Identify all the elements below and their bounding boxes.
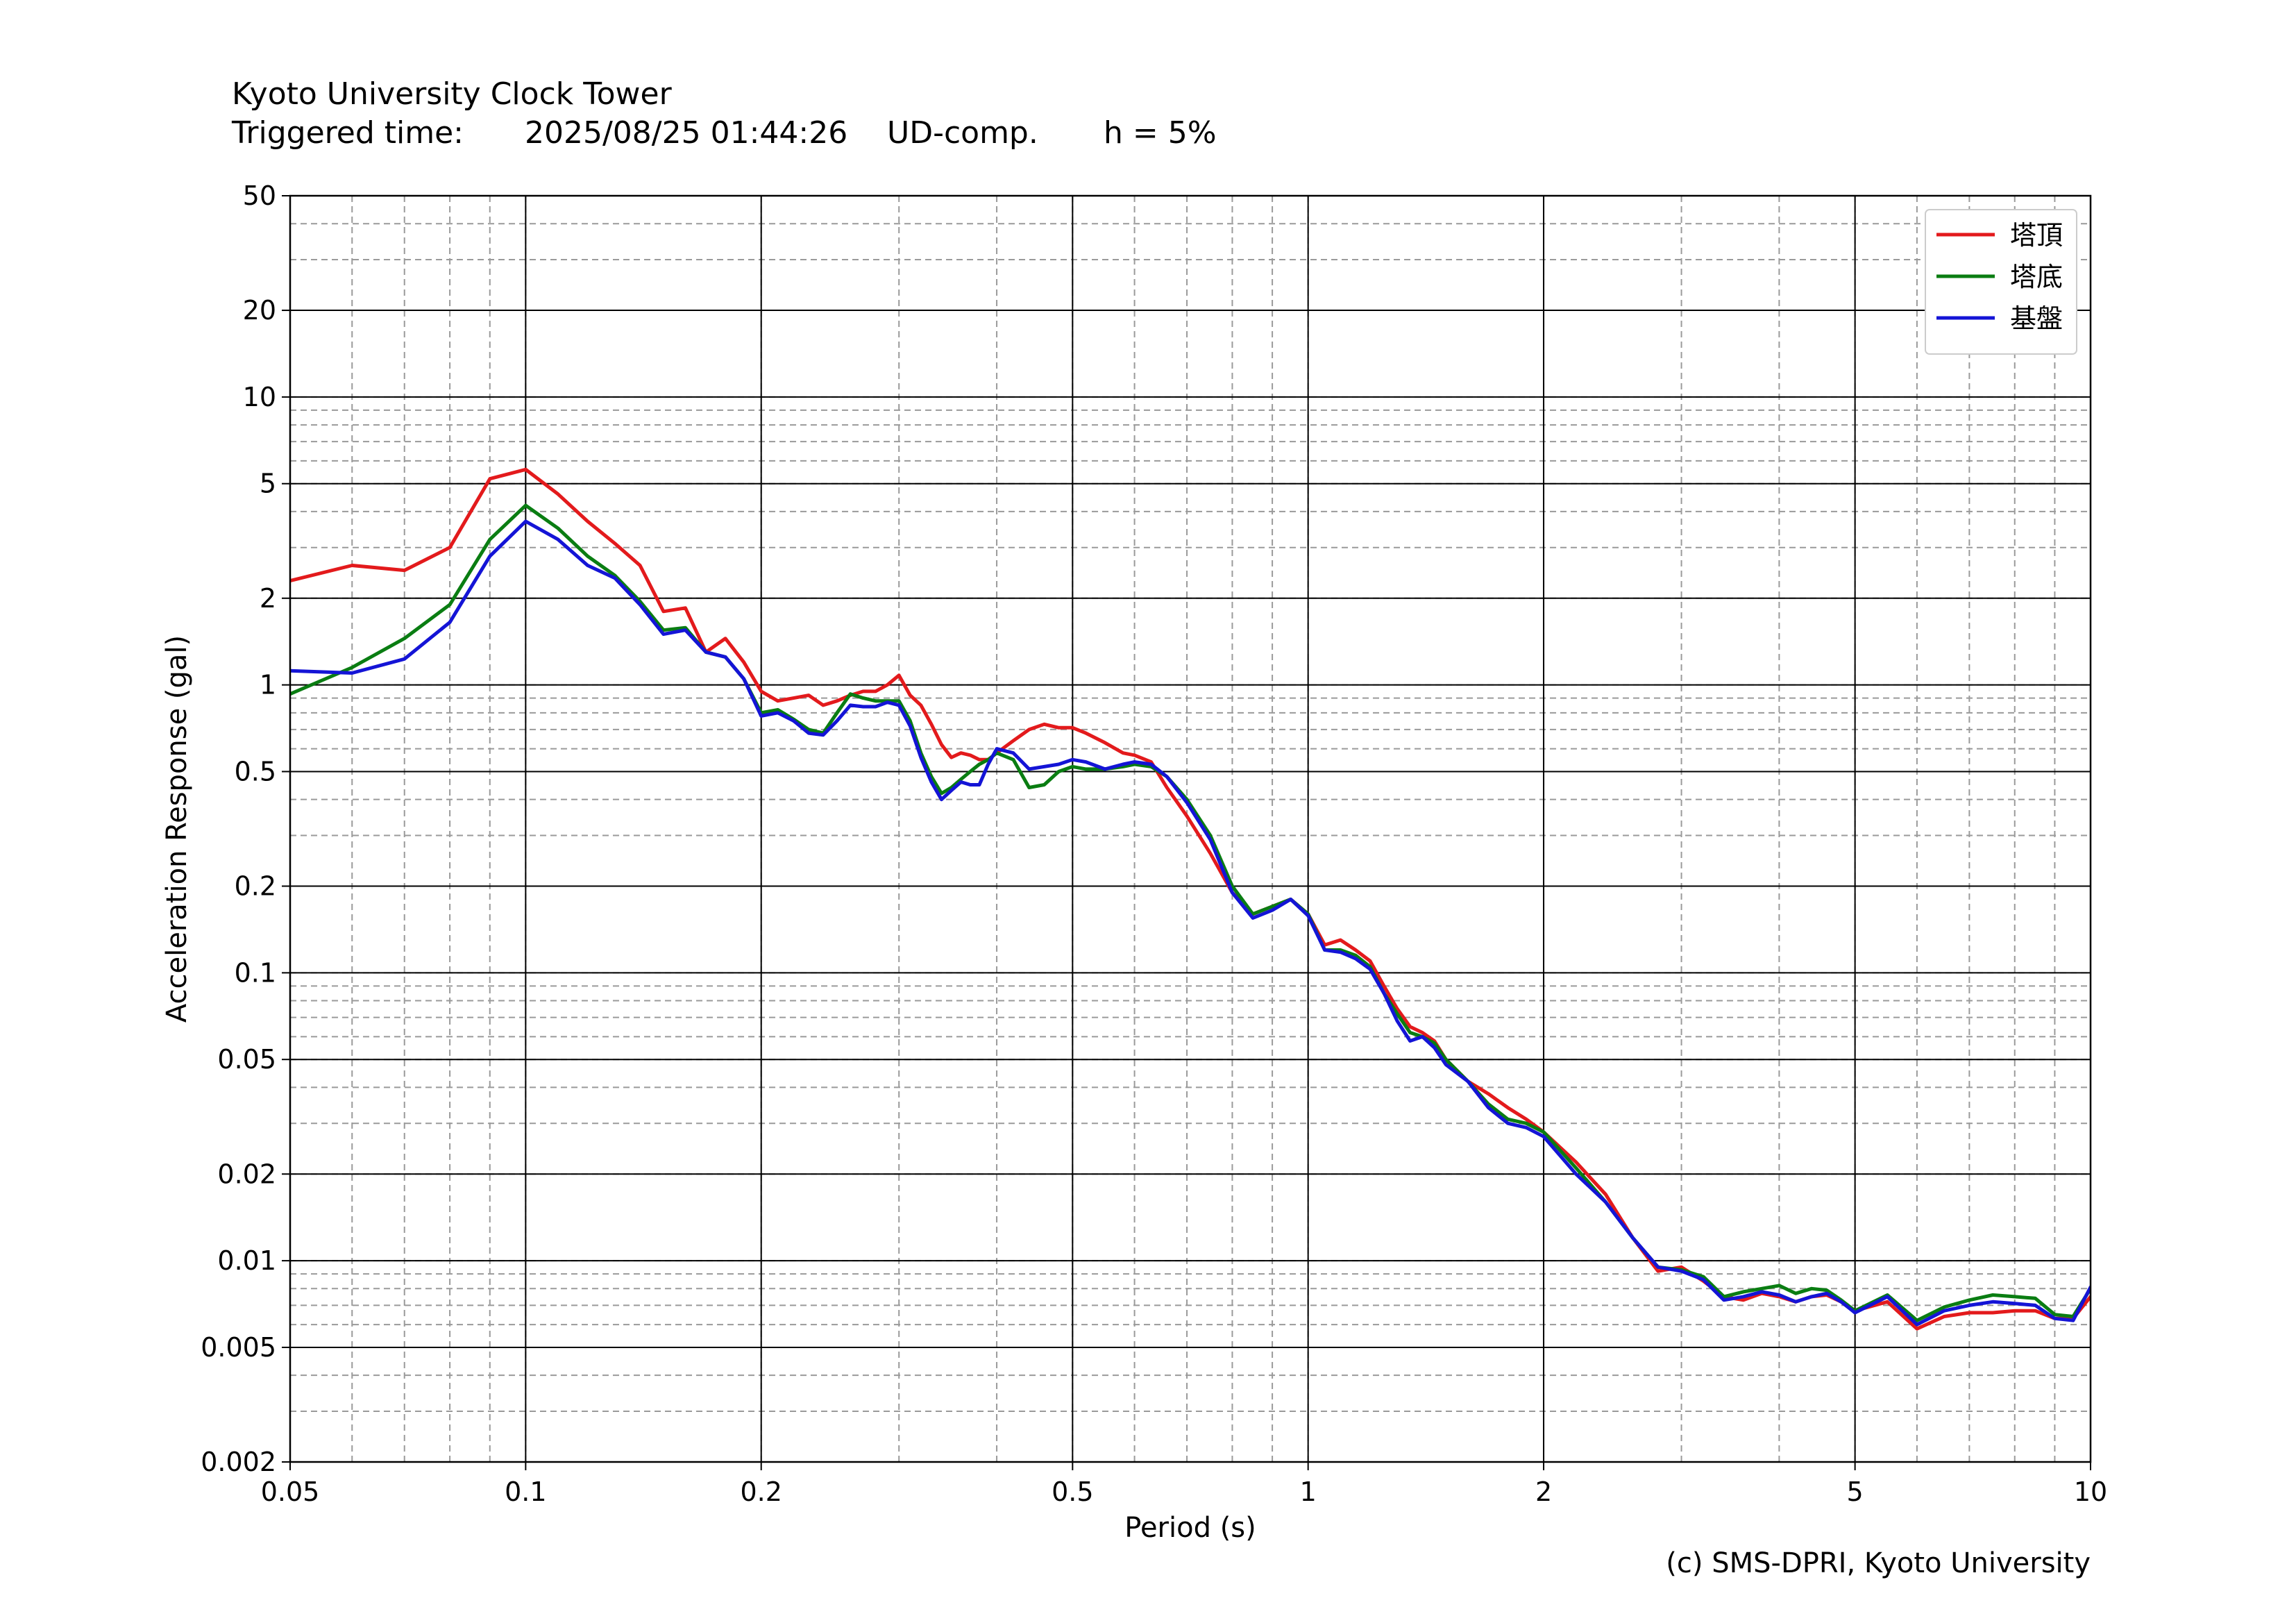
axis-ticks: 0.05 0.1 0.2 0.5 1 2 5 10 0.002 0.005 0.01 0.02 0.05… (201, 180, 2107, 1507)
y-tick-label: 0.01 (217, 1245, 276, 1276)
y-tick-label: 0.02 (217, 1159, 276, 1189)
copyright-credit: (c) SMS-DPRI, Kyoto University (1666, 1547, 2091, 1579)
legend-label: 塔底 (2010, 262, 2063, 292)
x-tick-label: 0.2 (740, 1477, 782, 1507)
legend-label: 塔頂 (2010, 220, 2063, 251)
station-title: Kyoto University Clock Tower (232, 76, 672, 112)
x-tick-label: 0.1 (505, 1477, 546, 1507)
y-tick-label: 1 (260, 670, 276, 700)
x-tick-label: 10 (2074, 1477, 2107, 1507)
y-tick-label: 0.1 (235, 957, 276, 988)
y-tick-label: 0.05 (217, 1044, 276, 1075)
trigger-label: Triggered time: (232, 115, 464, 151)
series-layer (290, 467, 2091, 1331)
y-tick-label: 0.005 (201, 1332, 276, 1363)
legend-label: 基盤 (2010, 303, 2063, 334)
y-tick-label: 10 (243, 382, 276, 412)
y-tick-label: 0.2 (235, 871, 276, 902)
series-line (290, 503, 2091, 1322)
y-tick-label: 0.002 (201, 1447, 276, 1477)
trigger-time: 2025/08/25 01:44:26 (525, 115, 848, 151)
minor-grid (290, 196, 2091, 1462)
series-line (290, 519, 2091, 1327)
y-axis-label: Acceleration Response (gal) (161, 635, 193, 1023)
x-tick-label: 0.5 (1052, 1477, 1093, 1507)
plot-frame (289, 194, 2092, 1463)
y-tick-label: 2 (260, 583, 276, 614)
y-tick-label: 5 (260, 469, 276, 499)
y-tick-label: 0.5 (235, 756, 276, 787)
y-tick-label: 50 (243, 180, 276, 211)
y-tick-label: 20 (243, 295, 276, 326)
x-tick-label: 5 (1847, 1477, 1864, 1507)
damping-label: h = 5% (1104, 115, 1217, 151)
x-tick-label: 0.05 (261, 1477, 320, 1507)
x-tick-label: 2 (1535, 1477, 1552, 1507)
x-tick-label: 1 (1300, 1477, 1317, 1507)
component-label: UD-comp. (887, 115, 1038, 151)
major-grid (289, 195, 2091, 1463)
x-axis-label: Period (s) (1124, 1512, 1256, 1544)
